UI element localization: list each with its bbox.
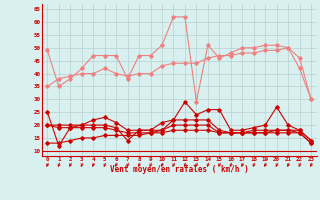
X-axis label: Vent moyen/en rafales ( km/h ): Vent moyen/en rafales ( km/h ) — [110, 165, 249, 174]
